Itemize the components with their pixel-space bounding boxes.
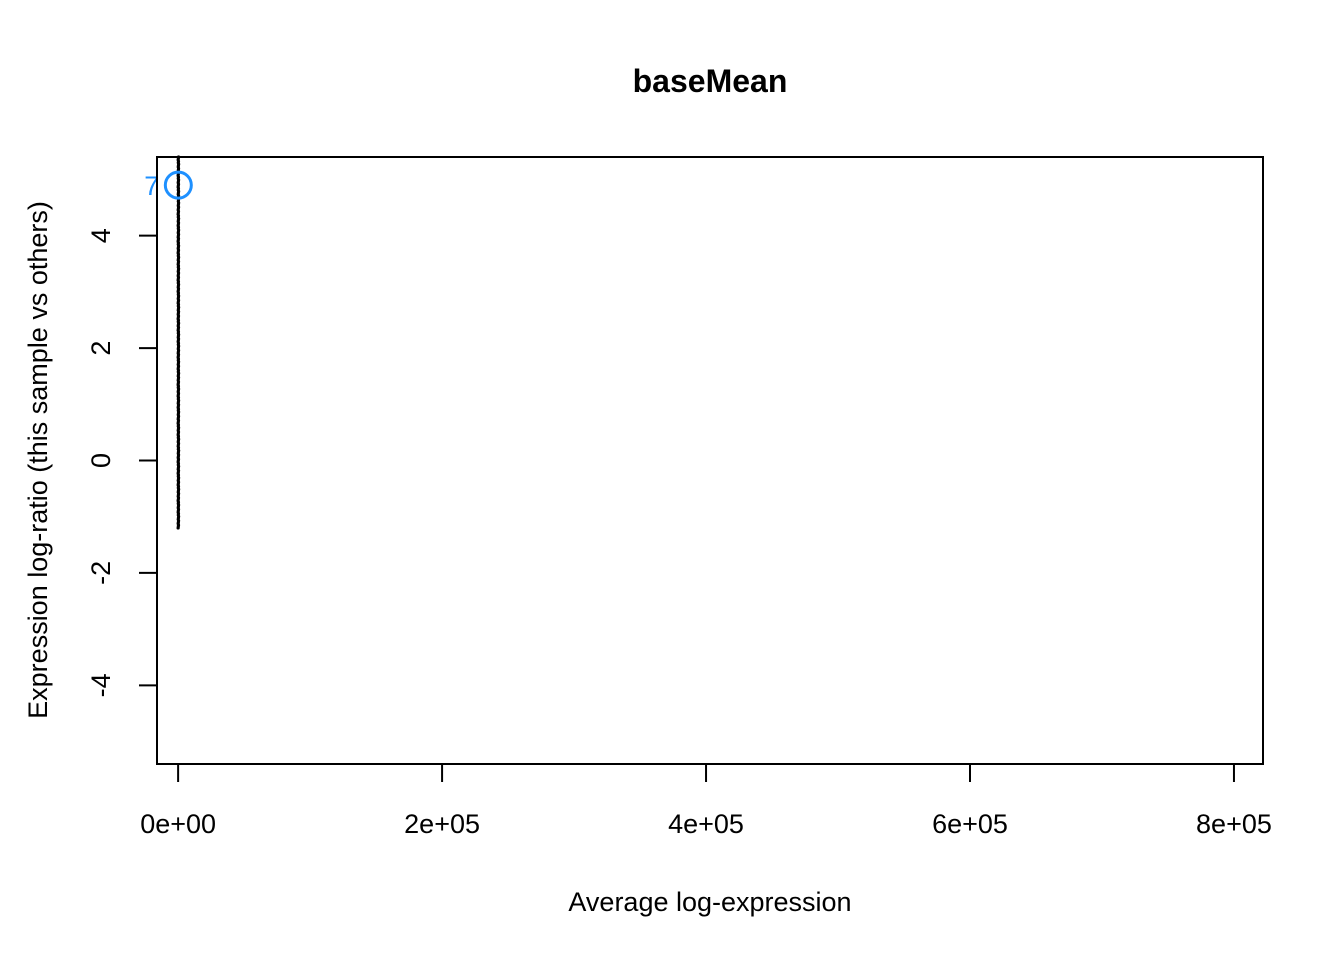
y-tick-label: 2 (86, 341, 116, 356)
x-tick-label: 2e+05 (404, 809, 480, 839)
y-tick-label: -4 (86, 673, 116, 697)
x-axis: 0e+00 2e+05 4e+05 6e+05 8e+05 (140, 764, 1272, 839)
x-tick-label: 0e+00 (140, 809, 216, 839)
x-tick-label: 6e+05 (932, 809, 1008, 839)
data-points (176, 155, 181, 530)
highlighted-point-group: 7 (144, 170, 193, 201)
x-tick-label: 4e+05 (668, 809, 744, 839)
x-tick-label: 8e+05 (1196, 809, 1272, 839)
y-tick-label: -2 (86, 561, 116, 585)
y-axis: -4 -2 0 2 4 (86, 228, 157, 697)
x-axis-title: Average log-expression (568, 887, 851, 917)
y-axis-title: Expression log-ratio (this sample vs oth… (23, 201, 53, 719)
y-tick-label: 4 (86, 228, 116, 243)
highlighted-point-label: 7 (144, 171, 159, 201)
chart-title: baseMean (633, 63, 788, 99)
plot-frame (156, 156, 1264, 765)
highlighted-point (163, 170, 193, 200)
y-tick-label: 0 (86, 453, 116, 468)
